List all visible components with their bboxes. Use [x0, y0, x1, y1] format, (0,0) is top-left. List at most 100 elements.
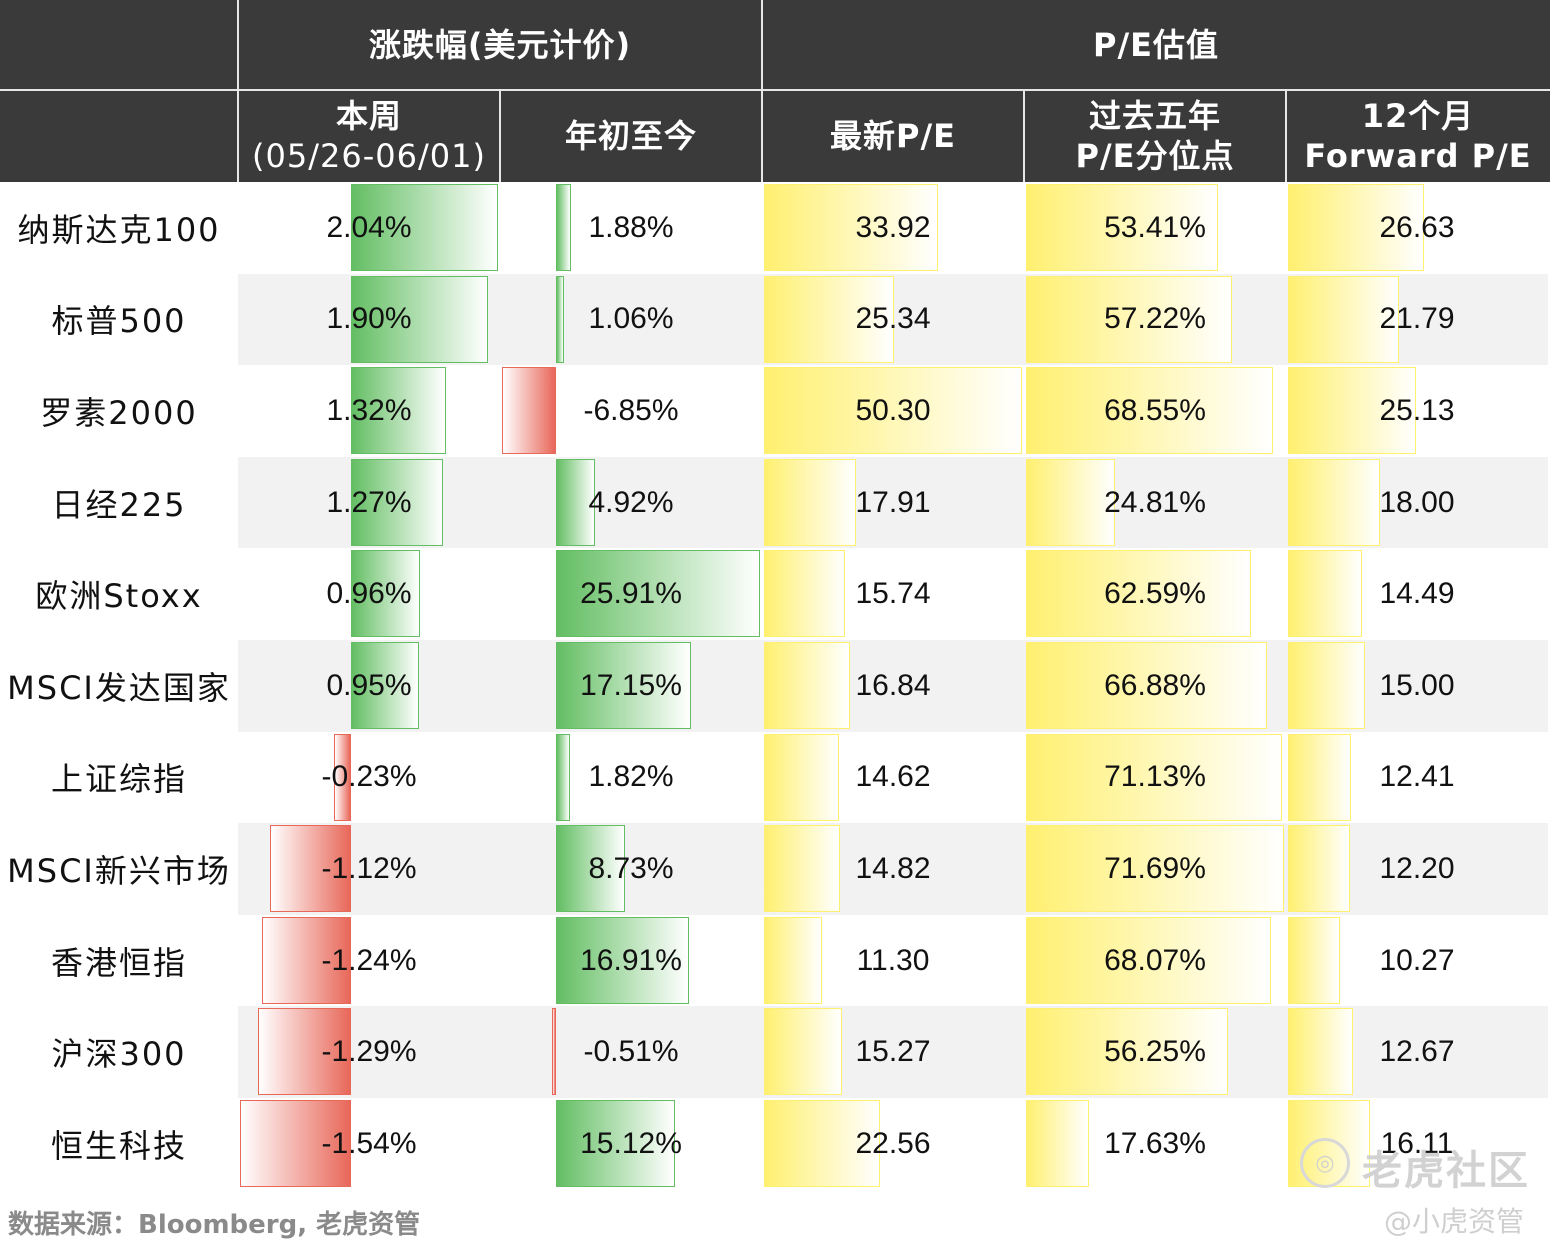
week-change-bar: [351, 367, 447, 455]
week-change-bar: [351, 458, 443, 546]
forward-pe-bar: [1288, 825, 1351, 913]
forward-pe-bar: [1288, 1008, 1353, 1096]
pe-percentile-bar: [1026, 825, 1284, 913]
forward-pe-value: 15.00: [1379, 668, 1455, 702]
header-pe-percentile: 过去五年 P/E分位点: [1075, 97, 1235, 175]
table-row: 沪深300 -1.29% -0.51% 15.27 56.25% 12.67: [0, 1006, 1550, 1098]
week-change-value: 0.96%: [326, 577, 412, 611]
ytd-change-value: 1.88%: [588, 210, 674, 244]
week-change-bar: [258, 1008, 351, 1096]
pe-percentile-value: 56.25%: [1104, 1035, 1206, 1069]
week-change-value: 1.27%: [326, 485, 412, 519]
source-note: 数据来源：Bloomberg, 老虎资管: [8, 1210, 421, 1240]
latest-pe-bar: [764, 1008, 843, 1096]
ytd-change-bar: [556, 550, 760, 638]
watermark-main: 老虎社区: [1362, 1148, 1530, 1194]
index-name: 恒生科技: [50, 1126, 187, 1165]
header-divider: [0, 89, 1550, 91]
table-row: 香港恒指 -1.24% 16.91% 11.30 68.07% 10.27: [0, 915, 1550, 1007]
pe-percentile-value: 68.07%: [1104, 943, 1206, 977]
pe-percentile-bar: [1026, 642, 1267, 729]
pe-percentile-bar: [1026, 550, 1252, 638]
pe-percentile-value: 24.81%: [1104, 485, 1206, 519]
pe-percentile-value: 57.22%: [1104, 302, 1206, 336]
pe-percentile-value: 53.41%: [1104, 210, 1206, 244]
header-week: 本周 (05/26-06/01): [252, 97, 486, 175]
tiger-logo-icon: ◎: [1300, 1138, 1350, 1188]
pe-percentile-value: 66.88%: [1104, 668, 1206, 702]
ytd-change-bar: [556, 916, 690, 1004]
pe-percentile-bar: [1026, 184, 1219, 271]
week-change-value: -1.24%: [321, 943, 417, 977]
week-change-value: -1.54%: [321, 1126, 417, 1160]
ytd-change-value: 17.15%: [580, 668, 682, 702]
index-name: MSCI新兴市场: [7, 851, 231, 890]
week-change-value: 2.04%: [326, 210, 412, 244]
latest-pe-bar: [764, 1100, 880, 1187]
forward-pe-bar: [1288, 458, 1380, 546]
forward-pe-value: 14.49: [1379, 577, 1455, 611]
week-change-value: 0.95%: [326, 668, 412, 702]
week-change-bar: [334, 733, 351, 821]
latest-pe-value: 33.92: [855, 210, 931, 244]
ytd-change-bar: [556, 642, 692, 729]
ytd-change-bar: [551, 1008, 556, 1096]
latest-pe-bar: [764, 733, 839, 821]
forward-pe-value: 21.79: [1379, 302, 1455, 336]
latest-pe-value: 16.84: [855, 668, 931, 702]
ytd-change-value: 1.82%: [588, 760, 674, 794]
index-name: 罗素2000: [40, 393, 198, 432]
week-change-bar: [351, 550, 421, 638]
latest-pe-bar: [764, 458, 856, 546]
table-row: 欧洲Stoxx 0.96% 25.91% 15.74 62.59% 14.49: [0, 548, 1550, 640]
week-change-bar: [240, 1100, 351, 1187]
table-row: 日经225 1.27% 4.92% 17.91 24.81% 18.00: [0, 456, 1550, 549]
forward-pe-value: 18.00: [1379, 485, 1455, 519]
ytd-change-bar: [556, 1100, 676, 1187]
week-change-value: -1.29%: [321, 1035, 417, 1069]
ytd-change-value: 4.92%: [588, 485, 674, 519]
ytd-change-value: 15.12%: [580, 1126, 682, 1160]
pe-percentile-value: 62.59%: [1104, 577, 1206, 611]
header-divider: [1285, 90, 1287, 182]
index-name: 标普500: [51, 302, 187, 341]
index-name: 欧洲Stoxx: [35, 577, 203, 616]
latest-pe-value: 15.74: [855, 577, 931, 611]
week-change-bar: [351, 642, 420, 729]
index-name: 上证综指: [50, 760, 187, 799]
pe-percentile-bar: [1026, 1100, 1090, 1187]
ytd-change-value: -0.51%: [583, 1035, 679, 1069]
latest-pe-bar: [764, 367, 1022, 455]
table-row: MSCI发达国家 0.95% 17.15% 16.84 66.88% 15.00: [0, 640, 1550, 732]
table-row: 恒生科技 -1.54% 15.12% 22.56 17.63% 16.11: [0, 1098, 1550, 1190]
header-divider: [499, 90, 501, 182]
forward-pe-value: 12.67: [1379, 1035, 1455, 1069]
forward-pe-value: 12.20: [1379, 851, 1455, 885]
table-row: MSCI新兴市场 -1.12% 8.73% 14.82 71.69% 12.20: [0, 823, 1550, 915]
pe-percentile-value: 71.69%: [1104, 851, 1206, 885]
latest-pe-bar: [764, 184, 938, 271]
forward-pe-value: 16.11: [1380, 1126, 1454, 1160]
latest-pe-value: 15.27: [855, 1035, 931, 1069]
forward-pe-bar: [1288, 550, 1362, 638]
week-change-bar: [270, 825, 351, 913]
ytd-change-bar: [502, 367, 556, 455]
ytd-change-bar: [556, 275, 565, 363]
latest-pe-value: 14.62: [855, 760, 931, 794]
index-name: 纳斯达克100: [17, 210, 221, 249]
ytd-change-value: 8.73%: [588, 851, 674, 885]
header-group-change: 涨跌幅(美元计价): [368, 26, 632, 64]
pe-percentile-bar: [1026, 916, 1271, 1004]
ytd-change-value: 1.06%: [588, 302, 674, 336]
latest-pe-value: 11.30: [856, 943, 930, 977]
latest-pe-bar: [764, 642, 851, 729]
ytd-change-value: 25.91%: [580, 577, 682, 611]
week-change-value: -1.12%: [321, 851, 417, 885]
pe-percentile-bar: [1026, 733, 1282, 821]
header-forward-pe: 12个月 Forward P/E: [1304, 97, 1532, 175]
week-change-value: -0.23%: [321, 760, 417, 794]
forward-pe-bar: [1288, 367, 1417, 455]
week-change-bar: [351, 184, 498, 271]
header-group-pe: P/E估值: [1092, 26, 1219, 64]
table-row: 罗素2000 1.32% -6.85% 50.30 68.55% 25.13: [0, 365, 1550, 457]
